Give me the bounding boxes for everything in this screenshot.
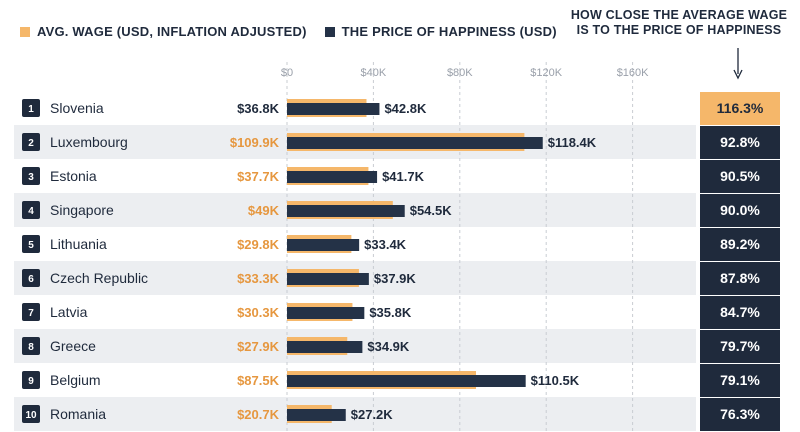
x-tick-label: $120K [530,67,562,79]
x-tick-label: $0 [281,67,293,79]
rank-number: 8 [28,342,34,353]
rank-badge [22,99,40,117]
percentage-cell [700,194,780,227]
price-value-label: $37.9K [374,271,417,286]
rank-badge [22,371,40,389]
rank-number: 4 [28,206,34,217]
percentage-value: 90.5% [720,168,760,184]
percentage-cell [700,126,780,159]
arrow-head-icon [733,69,743,80]
price-value-label: $110.5K [531,373,580,388]
rank-badge [22,235,40,253]
wage-value-label: $37.7K [237,169,280,184]
percentage-value: 92.8% [720,134,760,150]
price-bar [287,171,378,183]
percentage-column-title: HOW CLOSE THE AVERAGE WAGE IS TO THE PRI… [568,8,790,38]
rank-badge [22,303,40,321]
price-value-label: $41.7K [382,169,425,184]
rank-badge [22,201,40,219]
rank-number: 7 [28,308,34,319]
wage-value-label: $30.3K [237,305,280,320]
price-value-label: $118.4K [548,135,597,150]
rank-badge [22,337,40,355]
legend-swatch-price [324,26,335,37]
wage-value-label: $36.8K [237,101,280,116]
percentage-title-line-2: IS TO THE PRICE OF HAPPINESS [576,23,782,37]
country-label: Singapore [50,202,114,218]
legend-label-wage: AVG. WAGE (USD, INFLATION ADJUSTED) [37,24,307,39]
price-value-label: $34.9K [367,339,410,354]
legend: AVG. WAGE (USD, INFLATION ADJUSTED) THE … [20,24,557,39]
percentage-value: 76.3% [720,406,760,422]
percentage-cell [700,262,780,295]
rank-number: 2 [28,138,34,149]
percentage-cell [700,92,780,125]
country-label: Romania [50,406,106,422]
legend-item-wage: AVG. WAGE (USD, INFLATION ADJUSTED) [20,24,307,39]
country-label: Latvia [50,304,88,320]
price-value-label: $27.2K [351,407,394,422]
wage-value-label: $27.9K [237,339,280,354]
percentage-value: 84.7% [720,304,760,320]
wage-value-label: $49K [248,203,280,218]
legend-swatch-wage [20,26,30,37]
rank-number: 10 [25,410,37,421]
wage-value-label: $29.8K [237,237,280,252]
percentage-cell [700,330,780,363]
country-label: Luxembourg [50,134,128,150]
percentage-cell [700,398,780,431]
percentage-value: 79.1% [720,372,760,388]
country-label: Estonia [50,168,97,184]
country-label: Lithuania [50,236,107,252]
price-value-label: $42.8K [384,101,427,116]
price-bar [287,205,405,217]
price-bar [287,375,526,387]
percentage-cell [700,296,780,329]
percentage-value: 89.2% [720,236,760,252]
legend-item-price: THE PRICE OF HAPPINESS (USD) [324,24,557,39]
price-bar [287,307,365,319]
percentage-cell [700,228,780,261]
rank-number: 9 [28,376,34,387]
legend-label-price: THE PRICE OF HAPPINESS (USD) [341,24,557,39]
wage-value-label: $20.7K [237,407,280,422]
wage-value-label: $87.5K [237,373,280,388]
percentage-value: 90.0% [720,202,760,218]
price-bar [287,273,369,285]
x-tick-label: $40K [361,67,387,79]
price-bar [287,239,360,251]
rank-badge [22,133,40,151]
rank-number: 6 [28,274,34,285]
country-label: Czech Republic [50,270,148,286]
price-value-label: $35.8K [369,305,412,320]
rank-number: 1 [28,104,34,115]
rank-badge [22,405,40,423]
price-bar [287,409,346,421]
country-label: Belgium [50,372,101,388]
price-value-label: $54.5K [410,203,453,218]
wage-value-label: $109.9K [230,135,280,150]
country-label: Greece [50,338,96,354]
price-bar [287,137,543,149]
percentage-cell [700,160,780,193]
percentage-value: 116.3% [717,100,764,116]
country-label: Slovenia [50,100,104,116]
rank-badge [22,269,40,287]
rank-badge [22,167,40,185]
x-tick-label: $160K [617,67,649,79]
x-tick-label: $80K [447,67,473,79]
wage-value-label: $33.3K [237,271,280,286]
percentage-value: 79.7% [720,338,760,354]
price-bar [287,103,380,115]
price-value-label: $33.4K [364,237,407,252]
percentage-value: 87.8% [720,270,760,286]
rank-number: 3 [28,172,34,183]
percentage-title-line-1: HOW CLOSE THE AVERAGE WAGE [570,8,788,22]
price-bar [287,341,363,353]
row-stripe [14,397,696,431]
rank-number: 5 [28,240,34,251]
percentage-cell [700,364,780,397]
